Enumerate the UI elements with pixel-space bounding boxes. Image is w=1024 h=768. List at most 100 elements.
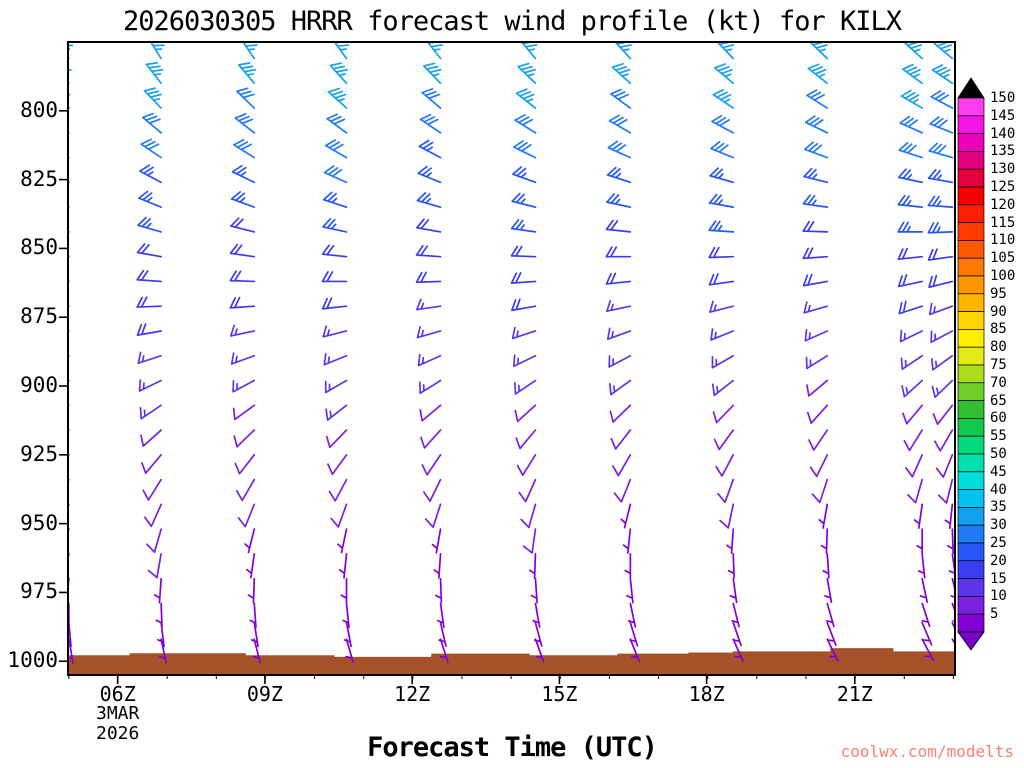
wind-barb — [229, 324, 256, 337]
colorbar-tick-label: 115 — [990, 214, 1016, 231]
wind-barb — [711, 354, 735, 369]
wind-barb — [322, 325, 348, 338]
wind-barb — [931, 379, 954, 399]
wind-barb — [824, 577, 833, 604]
wind-barb — [436, 602, 445, 629]
wind-barb — [327, 453, 348, 476]
wind-barb — [68, 155, 70, 159]
wind-barb — [712, 404, 735, 424]
chart-title: 2026030305 HRRR forecast wind profile (k… — [122, 6, 902, 37]
wind-barb — [897, 274, 924, 288]
wind-barb — [244, 528, 256, 554]
wind-barb — [438, 621, 447, 647]
wind-barb — [710, 328, 735, 341]
wind-barb — [606, 327, 632, 341]
wind-barb — [804, 328, 829, 342]
wind-barb — [805, 354, 829, 370]
wind-barb — [328, 478, 348, 502]
x-tick-label: 12Z — [394, 682, 431, 706]
wind-barb — [513, 379, 537, 395]
wind-barb — [818, 503, 829, 529]
wind-barb — [517, 62, 537, 85]
wind-barb — [338, 553, 348, 579]
wind-barb — [927, 195, 954, 208]
wind-barb — [68, 478, 70, 483]
wind-barb — [136, 323, 162, 336]
wind-barb — [322, 191, 348, 208]
colorbar-tick-label: 45 — [990, 463, 1007, 480]
x-tick-label: 18Z — [688, 682, 725, 706]
wind-barb — [709, 167, 735, 184]
wind-barb — [143, 87, 163, 109]
wind-barb — [68, 354, 70, 357]
wind-barb — [518, 478, 537, 503]
wind-barb — [342, 602, 350, 629]
colorbar-tick-label: 25 — [990, 535, 1007, 551]
wind-barb — [802, 273, 829, 287]
wind-barb — [930, 354, 954, 371]
wind-barb — [898, 300, 924, 315]
wind-barb — [235, 478, 256, 502]
wind-barb — [514, 404, 537, 423]
wind-barb — [511, 192, 537, 208]
wind-barb — [237, 503, 256, 528]
wind-barb — [629, 638, 641, 663]
wind-barb — [946, 528, 955, 554]
wind-barb — [232, 404, 256, 421]
wind-barb — [325, 429, 348, 449]
wind-barb — [229, 243, 256, 258]
colorbar-cell — [957, 560, 985, 579]
wind-barb — [514, 114, 537, 134]
wind-barb — [421, 453, 442, 476]
colorbar-cell — [957, 418, 985, 437]
colorbar-tick-label: 80 — [990, 339, 1007, 356]
wind-barb — [137, 216, 162, 233]
wind-barb — [627, 602, 637, 628]
wind-barb — [415, 298, 442, 311]
wind-barb — [932, 404, 954, 426]
wind-barb — [423, 62, 442, 85]
wind-barb — [234, 113, 256, 134]
wind-barb — [919, 577, 929, 603]
wind-barb — [612, 453, 632, 477]
wind-barb — [608, 379, 632, 396]
wind-barb — [921, 638, 935, 662]
wind-barb — [321, 244, 348, 258]
wind-barb — [709, 300, 735, 313]
colorbar-cell — [957, 471, 985, 490]
wind-barb — [719, 503, 735, 529]
x-tick-label: 06Z — [99, 682, 136, 706]
wind-barb — [804, 115, 829, 134]
wind-barb — [897, 221, 924, 233]
colorbar-tick-label: 145 — [990, 107, 1016, 124]
colorbar-tick-label: 10 — [990, 588, 1007, 605]
watermark-link[interactable]: coolwx.com/modelts — [840, 742, 1014, 761]
wind-barb — [806, 89, 829, 109]
colorbar-cell — [957, 542, 985, 562]
wind-barb — [136, 296, 162, 308]
wind-barb — [826, 621, 837, 646]
colorbar-tick-label: 100 — [990, 268, 1016, 284]
colorbar-cell — [957, 364, 985, 384]
wind-barb — [822, 553, 830, 579]
colorbar-tick-label: 90 — [990, 303, 1007, 320]
wind-barb — [917, 553, 926, 579]
colorbar-tick-label: 110 — [990, 232, 1016, 249]
y-tick-label: 800 — [20, 97, 58, 122]
colorbar-tick-label: 40 — [990, 481, 1007, 498]
wind-barb — [806, 379, 829, 397]
wind-barb — [231, 164, 256, 184]
wind-barb — [727, 553, 735, 579]
wind-barb — [933, 429, 954, 452]
wind-barb — [809, 42, 829, 60]
wind-barb — [921, 621, 933, 646]
wind-barb — [141, 453, 162, 475]
wind-barb — [229, 270, 256, 283]
wind-barb — [930, 90, 954, 109]
wind-barb — [236, 87, 256, 109]
colorbar-cell — [957, 257, 985, 277]
wind-barb — [708, 193, 735, 208]
wind-barb — [928, 142, 954, 159]
wind-barb — [903, 429, 924, 452]
colorbar-cell — [957, 186, 985, 206]
